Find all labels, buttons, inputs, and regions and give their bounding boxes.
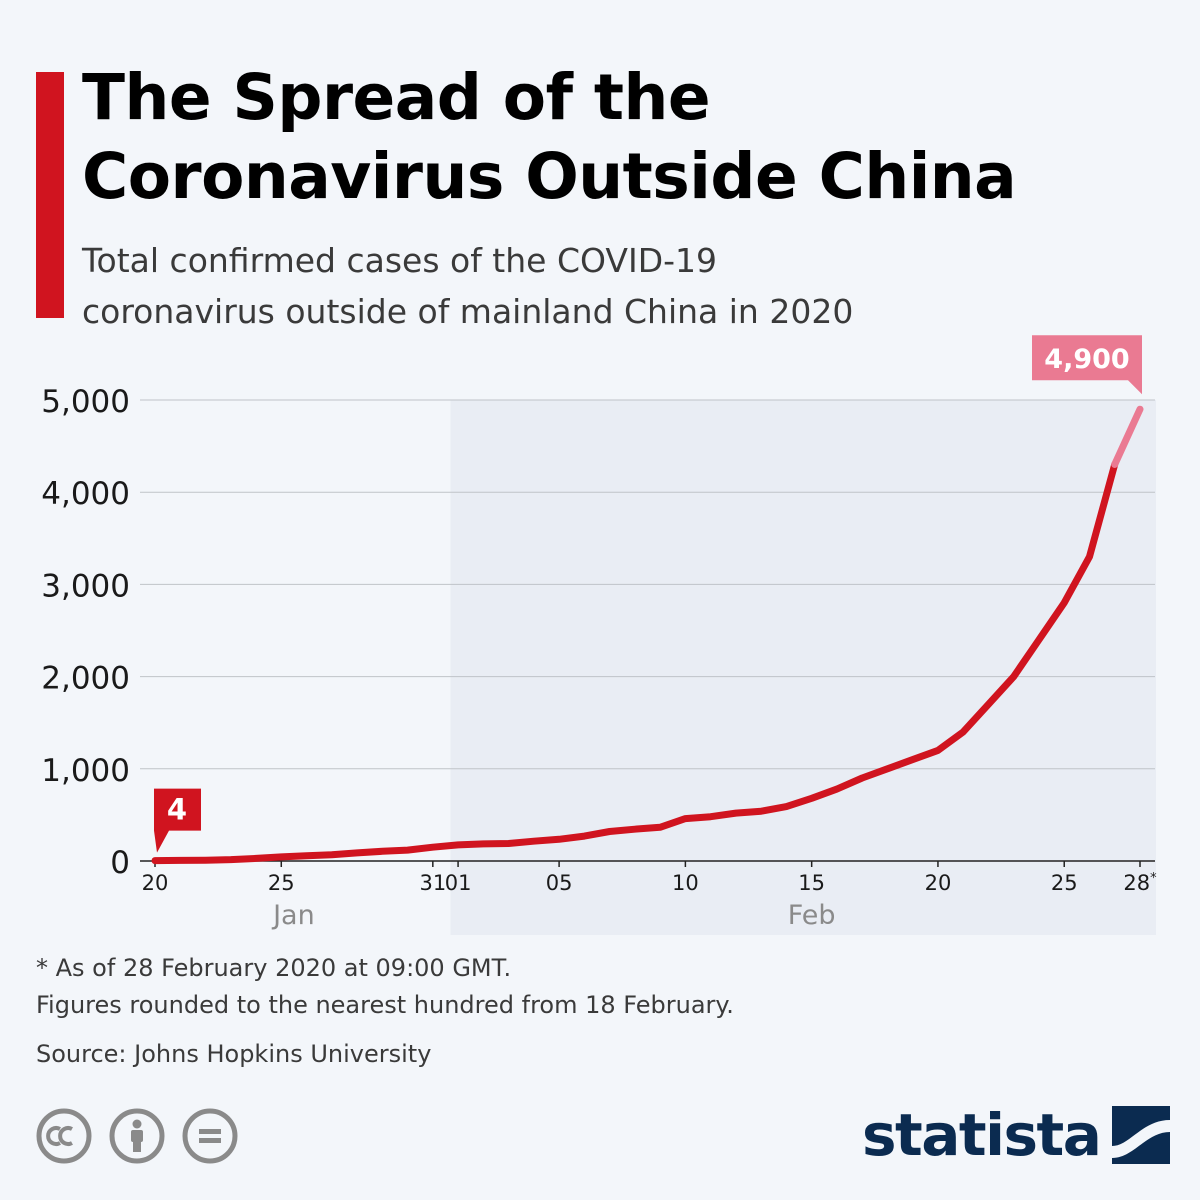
y-tick-label: 4,000 xyxy=(41,476,130,512)
title-line-2: Coronavirus Outside China xyxy=(82,140,1017,213)
y-tick-label: 0 xyxy=(110,845,130,881)
month-label: Feb xyxy=(788,900,836,931)
title-line-1: The Spread of the xyxy=(82,61,711,134)
footnote-asterisk: * As of 28 February 2020 at 09:00 GMT. xyxy=(36,954,512,982)
brand-wordmark: statista xyxy=(862,1101,1102,1169)
source-note: Source: Johns Hopkins University xyxy=(36,1040,432,1068)
chart-title: The Spread of the Coronavirus Outside Ch… xyxy=(82,58,1162,216)
series-line xyxy=(151,461,1119,865)
chart-subtitle: Total confirmed cases of the COVID-19 co… xyxy=(82,235,1162,337)
statista-mark-icon xyxy=(1112,1106,1171,1164)
callout-label: 4 xyxy=(167,793,187,827)
x-tick-label: 01 xyxy=(445,871,472,895)
start-value-callout: 4 xyxy=(154,788,201,853)
callout-box xyxy=(1032,335,1142,395)
no-derivatives-icon[interactable] xyxy=(182,1108,238,1164)
y-tick-label: 5,000 xyxy=(41,384,130,420)
footnote-rounding: Figures rounded to the nearest hundred f… xyxy=(36,991,734,1019)
footnotes: * As of 28 February 2020 at 09:00 GMT. F… xyxy=(36,950,1136,1073)
x-tick-label: 05 xyxy=(546,871,573,895)
x-tick-suffix: * xyxy=(1150,871,1157,886)
x-tick-label: 10 xyxy=(672,871,699,895)
x-tick-label: 20 xyxy=(925,871,952,895)
x-tick-label: 25 xyxy=(1051,871,1078,895)
x-tick-label: 15 xyxy=(798,871,825,895)
accent-bar xyxy=(36,72,64,318)
month-label: Jan xyxy=(271,900,315,931)
series-line-estimate xyxy=(1111,405,1144,468)
callout-box xyxy=(154,788,201,853)
callout-label: 4,900 xyxy=(1044,344,1129,375)
statista-logo[interactable]: statista xyxy=(862,1095,1171,1175)
y-tick-label: 3,000 xyxy=(41,568,130,604)
end-value-callout: 4,900 xyxy=(1032,335,1142,395)
attribution-icon[interactable] xyxy=(109,1108,165,1164)
feb-shaded-region xyxy=(450,400,1156,935)
y-tick-label: 2,000 xyxy=(41,661,130,697)
license-icons xyxy=(36,1108,238,1164)
creative-commons-icon[interactable] xyxy=(36,1108,92,1164)
x-tick-label: 31 xyxy=(419,871,446,895)
x-tick-label: 20 xyxy=(142,871,169,895)
subtitle-line-1: Total confirmed cases of the COVID-19 xyxy=(82,241,718,280)
y-tick-label: 1,000 xyxy=(41,753,130,789)
x-tick-label: 25 xyxy=(268,871,295,895)
subtitle-line-2: coronavirus outside of mainland China in… xyxy=(82,292,854,331)
